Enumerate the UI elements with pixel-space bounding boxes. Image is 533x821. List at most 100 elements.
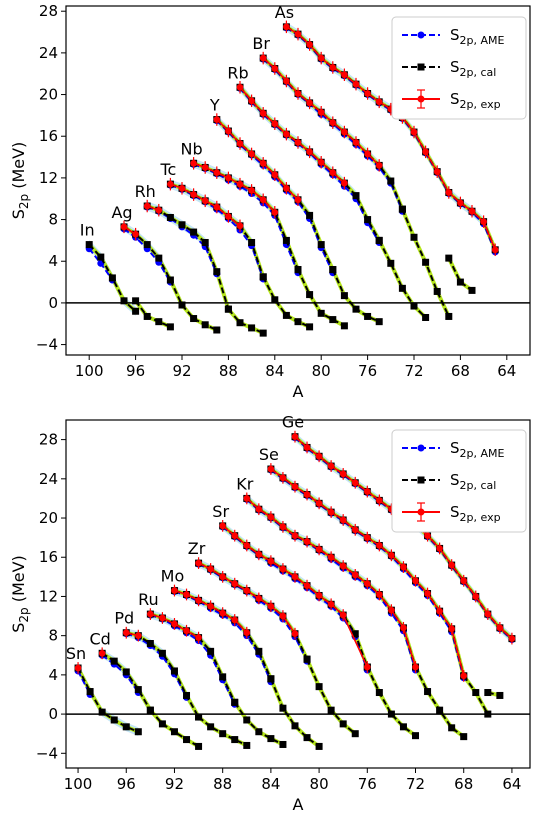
x-tick-label: 68: [454, 775, 473, 793]
exp-point: [339, 562, 347, 570]
cal-point: [97, 253, 105, 261]
exp-point: [279, 523, 287, 531]
guide-line-tail-1: [180, 302, 219, 332]
uncertainty-band-ru: [150, 609, 235, 707]
exp-point: [98, 650, 106, 657]
exp-point: [283, 23, 290, 31]
cal-point: [158, 649, 166, 657]
exp-point: [236, 140, 244, 147]
exp-point: [329, 169, 337, 176]
exp-point: [283, 130, 290, 138]
cal-point: [134, 728, 142, 736]
element-label-sn: Sn: [66, 644, 86, 663]
cal-point: [448, 724, 456, 732]
exp-point: [436, 545, 443, 552]
cal-line-pd: [126, 631, 200, 718]
y-tick-label: −4: [36, 744, 58, 762]
cal-point: [110, 716, 118, 724]
cal-point: [410, 302, 418, 310]
exp-point: [291, 630, 299, 638]
cal-point: [317, 309, 325, 317]
x-tick-label: 72: [404, 362, 423, 380]
cal-line-sn: [77, 667, 139, 733]
ame-line-y: [216, 119, 334, 274]
exp-point: [207, 565, 214, 573]
cal-line-y: [216, 118, 334, 270]
exp-point: [303, 444, 311, 451]
exp-point: [339, 516, 347, 524]
exp-point: [243, 542, 251, 549]
cal-point: [120, 297, 128, 305]
cal-point: [306, 291, 314, 299]
legend-box: [391, 16, 527, 120]
cal-point: [375, 236, 383, 244]
cal-point: [219, 673, 227, 681]
exp-point: [183, 627, 190, 635]
exp-point: [303, 582, 311, 589]
cal-point: [259, 273, 267, 281]
cal-point: [398, 284, 406, 292]
element-label-rb: Rb: [227, 63, 248, 82]
exp-point: [484, 610, 492, 618]
cal-point: [201, 238, 209, 246]
exp-point: [267, 602, 275, 610]
y-tick-label: 24: [39, 470, 58, 488]
cal-point: [207, 723, 215, 731]
legend-label: S2p, cal: [450, 58, 496, 79]
element-label-pd: Pd: [114, 609, 134, 628]
cal-line-tc: [170, 183, 265, 278]
exp-point: [271, 120, 279, 128]
cal-point: [315, 742, 323, 750]
exp-point: [352, 139, 360, 146]
cal-point: [340, 322, 348, 330]
cal-point: [243, 741, 251, 749]
cal-point: [183, 736, 191, 744]
cal-point: [248, 238, 256, 246]
exp-point: [231, 532, 239, 539]
exp-point: [171, 620, 178, 628]
legend-entry-exp: S2p, exp: [402, 502, 501, 524]
exp-point: [159, 614, 166, 622]
exp-point: [178, 185, 186, 192]
cal-point: [399, 723, 407, 731]
legend-label: S2p, AME: [450, 26, 505, 47]
y-tick-label: 28: [39, 431, 58, 449]
cal-point: [155, 254, 163, 262]
exp-point: [283, 77, 290, 85]
cal-point: [433, 287, 441, 295]
exp-point: [363, 663, 371, 671]
cal-point: [219, 730, 227, 738]
exp-point: [243, 495, 251, 502]
cal-point: [267, 675, 275, 683]
cal-point: [340, 292, 348, 300]
element-label-cd: Cd: [89, 629, 110, 648]
exp-point: [231, 580, 239, 588]
exp-point: [167, 180, 174, 188]
legend: S2p, AME S2p, cal S2p, exp: [391, 16, 527, 120]
element-label-ag: Ag: [111, 203, 132, 222]
exp-point: [436, 607, 443, 615]
exp-point: [132, 230, 139, 238]
exp-point: [400, 624, 407, 632]
ame-line-mo: [174, 590, 272, 683]
plot-frame: [65, 5, 531, 356]
cal-point: [231, 698, 239, 706]
exp-point: [283, 185, 290, 192]
exp-point: [317, 108, 325, 116]
x-axis-label: A: [293, 795, 304, 814]
ame-line-cd: [101, 654, 140, 694]
exp-point: [376, 497, 383, 504]
legend-box: [391, 429, 527, 533]
exp-point: [236, 180, 244, 188]
legend-marker: [417, 95, 425, 103]
uncertainty-band-se: [270, 464, 464, 681]
cal-line-tail-1: [181, 304, 218, 331]
legend-marker: [417, 444, 425, 452]
cal-line-tail-2: [233, 701, 284, 746]
exp-point: [496, 624, 504, 632]
cal-point: [387, 710, 395, 718]
exp-point: [352, 80, 360, 88]
exp-point: [306, 41, 313, 48]
x-tick-label: 72: [406, 775, 425, 793]
guide-line-y: [214, 117, 335, 272]
